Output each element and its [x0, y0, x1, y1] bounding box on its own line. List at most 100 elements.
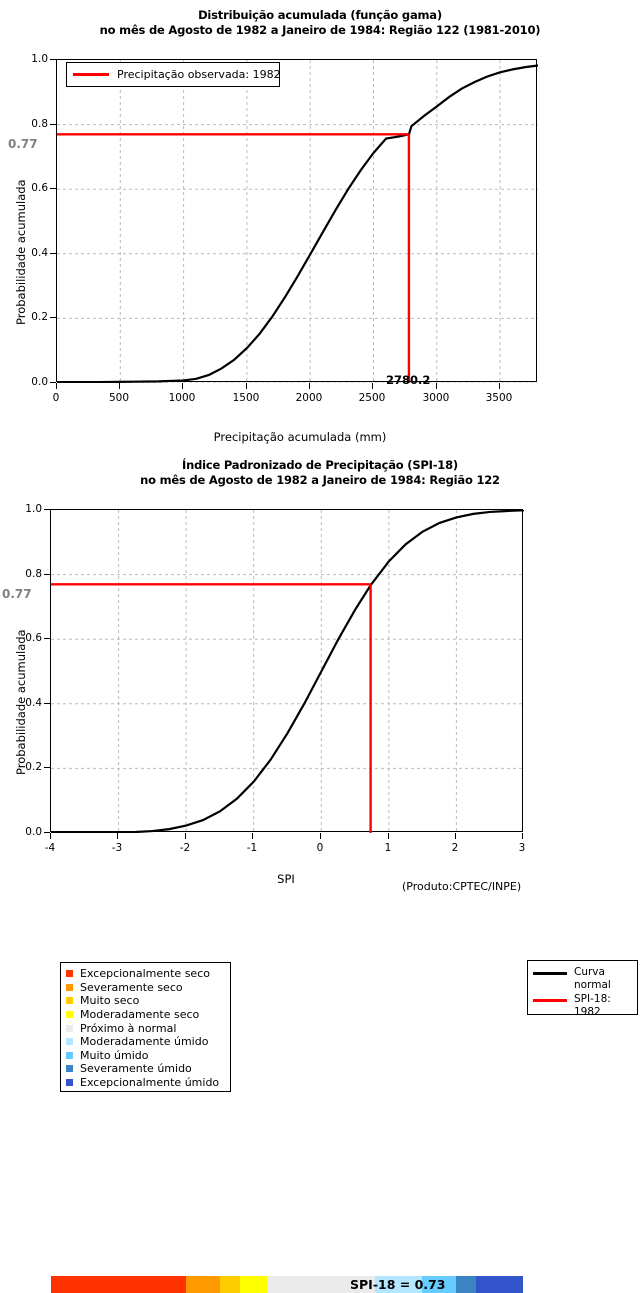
spi-distribution-chart: Índice Padronizado de Precipitação (SPI-… — [0, 450, 640, 1293]
x-tick-mark-spi-3 — [252, 833, 253, 839]
legend-curves: Curva normal SPI-18: 1982 — [527, 960, 638, 1018]
x-tick-mark-spi-0 — [50, 833, 51, 839]
x-tick-mark-gamma-7 — [499, 383, 500, 389]
spi-legend-label: Moderadamente seco — [80, 1008, 200, 1022]
spi-legend-swatch-icon — [66, 1065, 73, 1073]
observed-marker-gamma — [57, 133, 411, 383]
y-tick-mark-spi-2 — [44, 703, 50, 704]
x-tick-label-spi-6: 2 — [451, 842, 459, 854]
x-tick-label-gamma-6: 3000 — [422, 392, 450, 404]
spi-legend-label: Muito úmido — [80, 1048, 149, 1062]
colorbar-segment — [51, 1276, 186, 1293]
colorbar-segment — [475, 1276, 523, 1293]
x-tick-mark-spi-2 — [185, 833, 186, 839]
colorbar-segment — [239, 1276, 267, 1293]
colorbar-segment — [219, 1276, 240, 1293]
spi-legend-swatch-icon — [66, 983, 73, 991]
normal-curve-svg — [51, 510, 524, 833]
legend-line-icon — [73, 73, 109, 76]
x-tick-label-spi-7: 3 — [518, 842, 526, 854]
y-tick-label-gamma-3: 0.6 — [31, 182, 48, 194]
spi-legend-swatch-icon — [66, 1051, 73, 1059]
gamma-distribution-chart: Distribuição acumulada (função gama) no … — [0, 0, 640, 450]
y-tick-mark-spi-5 — [44, 509, 50, 510]
spi-legend-label: Severamente seco — [80, 980, 183, 994]
spi-legend-item: Próximo à normal — [66, 1021, 225, 1035]
spi-legend-swatch-icon — [66, 970, 73, 978]
x-tick-label-gamma-3: 1500 — [232, 392, 260, 404]
grid-lines-gamma — [57, 60, 538, 383]
x-tick-mark-gamma-3 — [246, 383, 247, 389]
x-tick-label-spi-3: -1 — [246, 842, 258, 854]
x-tick-mark-gamma-5 — [372, 383, 373, 389]
y-tick-label-spi-1: 0.2 — [25, 761, 42, 773]
plot-area-gamma — [56, 59, 538, 383]
legend-item-normal-curve: Curva normal — [528, 961, 637, 992]
legend-line-spi-icon — [533, 999, 567, 1002]
y-tick-mark-gamma-0 — [50, 382, 56, 383]
y-tick-label-gamma-4: 0.8 — [31, 118, 48, 130]
spi-legend-item: Muito úmido — [66, 1049, 225, 1063]
x-axis-title-spi: SPI — [277, 872, 295, 886]
chart-title-spi-line2: no mês de Agosto de 1982 a Janeiro de 19… — [140, 473, 500, 487]
y-tick-label-spi-5: 1.0 — [25, 503, 42, 515]
spi-legend-item: Muito seco — [66, 994, 225, 1008]
y-tick-mark-spi-1 — [44, 767, 50, 768]
x-tick-mark-gamma-0 — [56, 383, 57, 389]
probability-annotation-spi: 0.77 — [2, 587, 32, 601]
spi-legend-item: Moderadamente úmido — [66, 1035, 225, 1049]
spi-legend-label: Próximo à normal — [80, 1021, 177, 1035]
y-tick-label-spi-2: 0.4 — [25, 697, 42, 709]
x-tick-label-gamma-5: 2500 — [358, 392, 386, 404]
chart-title-gamma: Distribuição acumulada (função gama) no … — [0, 8, 640, 38]
spi-legend-item: Excepcionalmente úmido — [66, 1076, 225, 1090]
x-tick-mark-spi-6 — [455, 833, 456, 839]
x-tick-mark-spi-1 — [117, 833, 118, 839]
spi-marker — [51, 583, 372, 833]
spi-legend-label: Excepcionalmente seco — [80, 967, 210, 981]
y-tick-label-gamma-0: 0.0 — [31, 376, 48, 388]
x-tick-label-spi-1: -3 — [111, 842, 123, 854]
legend-label-observed: Precipitação observada: 1982 — [117, 68, 281, 81]
x-tick-mark-gamma-4 — [309, 383, 310, 389]
y-tick-mark-gamma-1 — [50, 317, 56, 318]
y-tick-label-spi-4: 0.8 — [25, 568, 42, 580]
spi-legend-item: Severamente úmido — [66, 1062, 225, 1076]
plot-area-spi — [50, 509, 524, 833]
spi-legend-item: Severamente seco — [66, 981, 225, 995]
chart-title-gamma-line2: no mês de Agosto de 1982 a Janeiro de 19… — [99, 23, 541, 37]
spi-category-colorbar — [51, 1276, 523, 1293]
spi-legend-label: Severamente úmido — [80, 1062, 192, 1076]
legend-label-normal: Curva normal — [574, 966, 611, 991]
legend-line-normal-icon — [533, 972, 567, 975]
normal-cdf-curve — [51, 510, 524, 833]
spi-legend-swatch-icon — [66, 1038, 73, 1046]
chart-title-spi-line1: Índice Padronizado de Precipitação (SPI-… — [182, 458, 458, 472]
legend-item-spi-1982: SPI-18: 1982 — [528, 992, 637, 1019]
x-tick-label-spi-0: -4 — [44, 842, 56, 854]
grid-lines-spi — [51, 510, 524, 833]
colorbar-segment — [455, 1276, 476, 1293]
x-tick-mark-spi-5 — [388, 833, 389, 839]
spi-legend-item: Moderadamente seco — [66, 1008, 225, 1022]
spi-legend-label: Muito seco — [80, 994, 140, 1008]
spi-legend-label: Excepcionalmente úmido — [80, 1076, 220, 1090]
colorbar-segment — [185, 1276, 220, 1293]
gamma-cdf-curve — [57, 64, 538, 383]
spi-legend-swatch-icon — [66, 997, 73, 1005]
x-tick-label-gamma-1: 500 — [108, 392, 130, 404]
y-tick-mark-spi-4 — [44, 574, 50, 575]
spi-value-label: SPI-18 = 0.73 — [350, 1277, 446, 1292]
x-tick-label-gamma-7: 3500 — [485, 392, 513, 404]
x-tick-mark-gamma-6 — [436, 383, 437, 389]
y-tick-label-gamma-1: 0.2 — [31, 311, 48, 323]
spi-legend-swatch-icon — [66, 1024, 73, 1032]
y-tick-mark-gamma-2 — [50, 253, 56, 254]
spi-legend-swatch-icon — [66, 1079, 73, 1087]
y-tick-label-gamma-2: 0.4 — [31, 247, 48, 259]
spi-legend-swatch-icon — [66, 1011, 73, 1019]
y-tick-mark-gamma-4 — [50, 124, 56, 125]
legend-observed-precip: Precipitação observada: 1982 — [66, 62, 281, 87]
y-tick-mark-spi-3 — [44, 638, 50, 639]
x-tick-label-spi-2: -2 — [179, 842, 191, 854]
